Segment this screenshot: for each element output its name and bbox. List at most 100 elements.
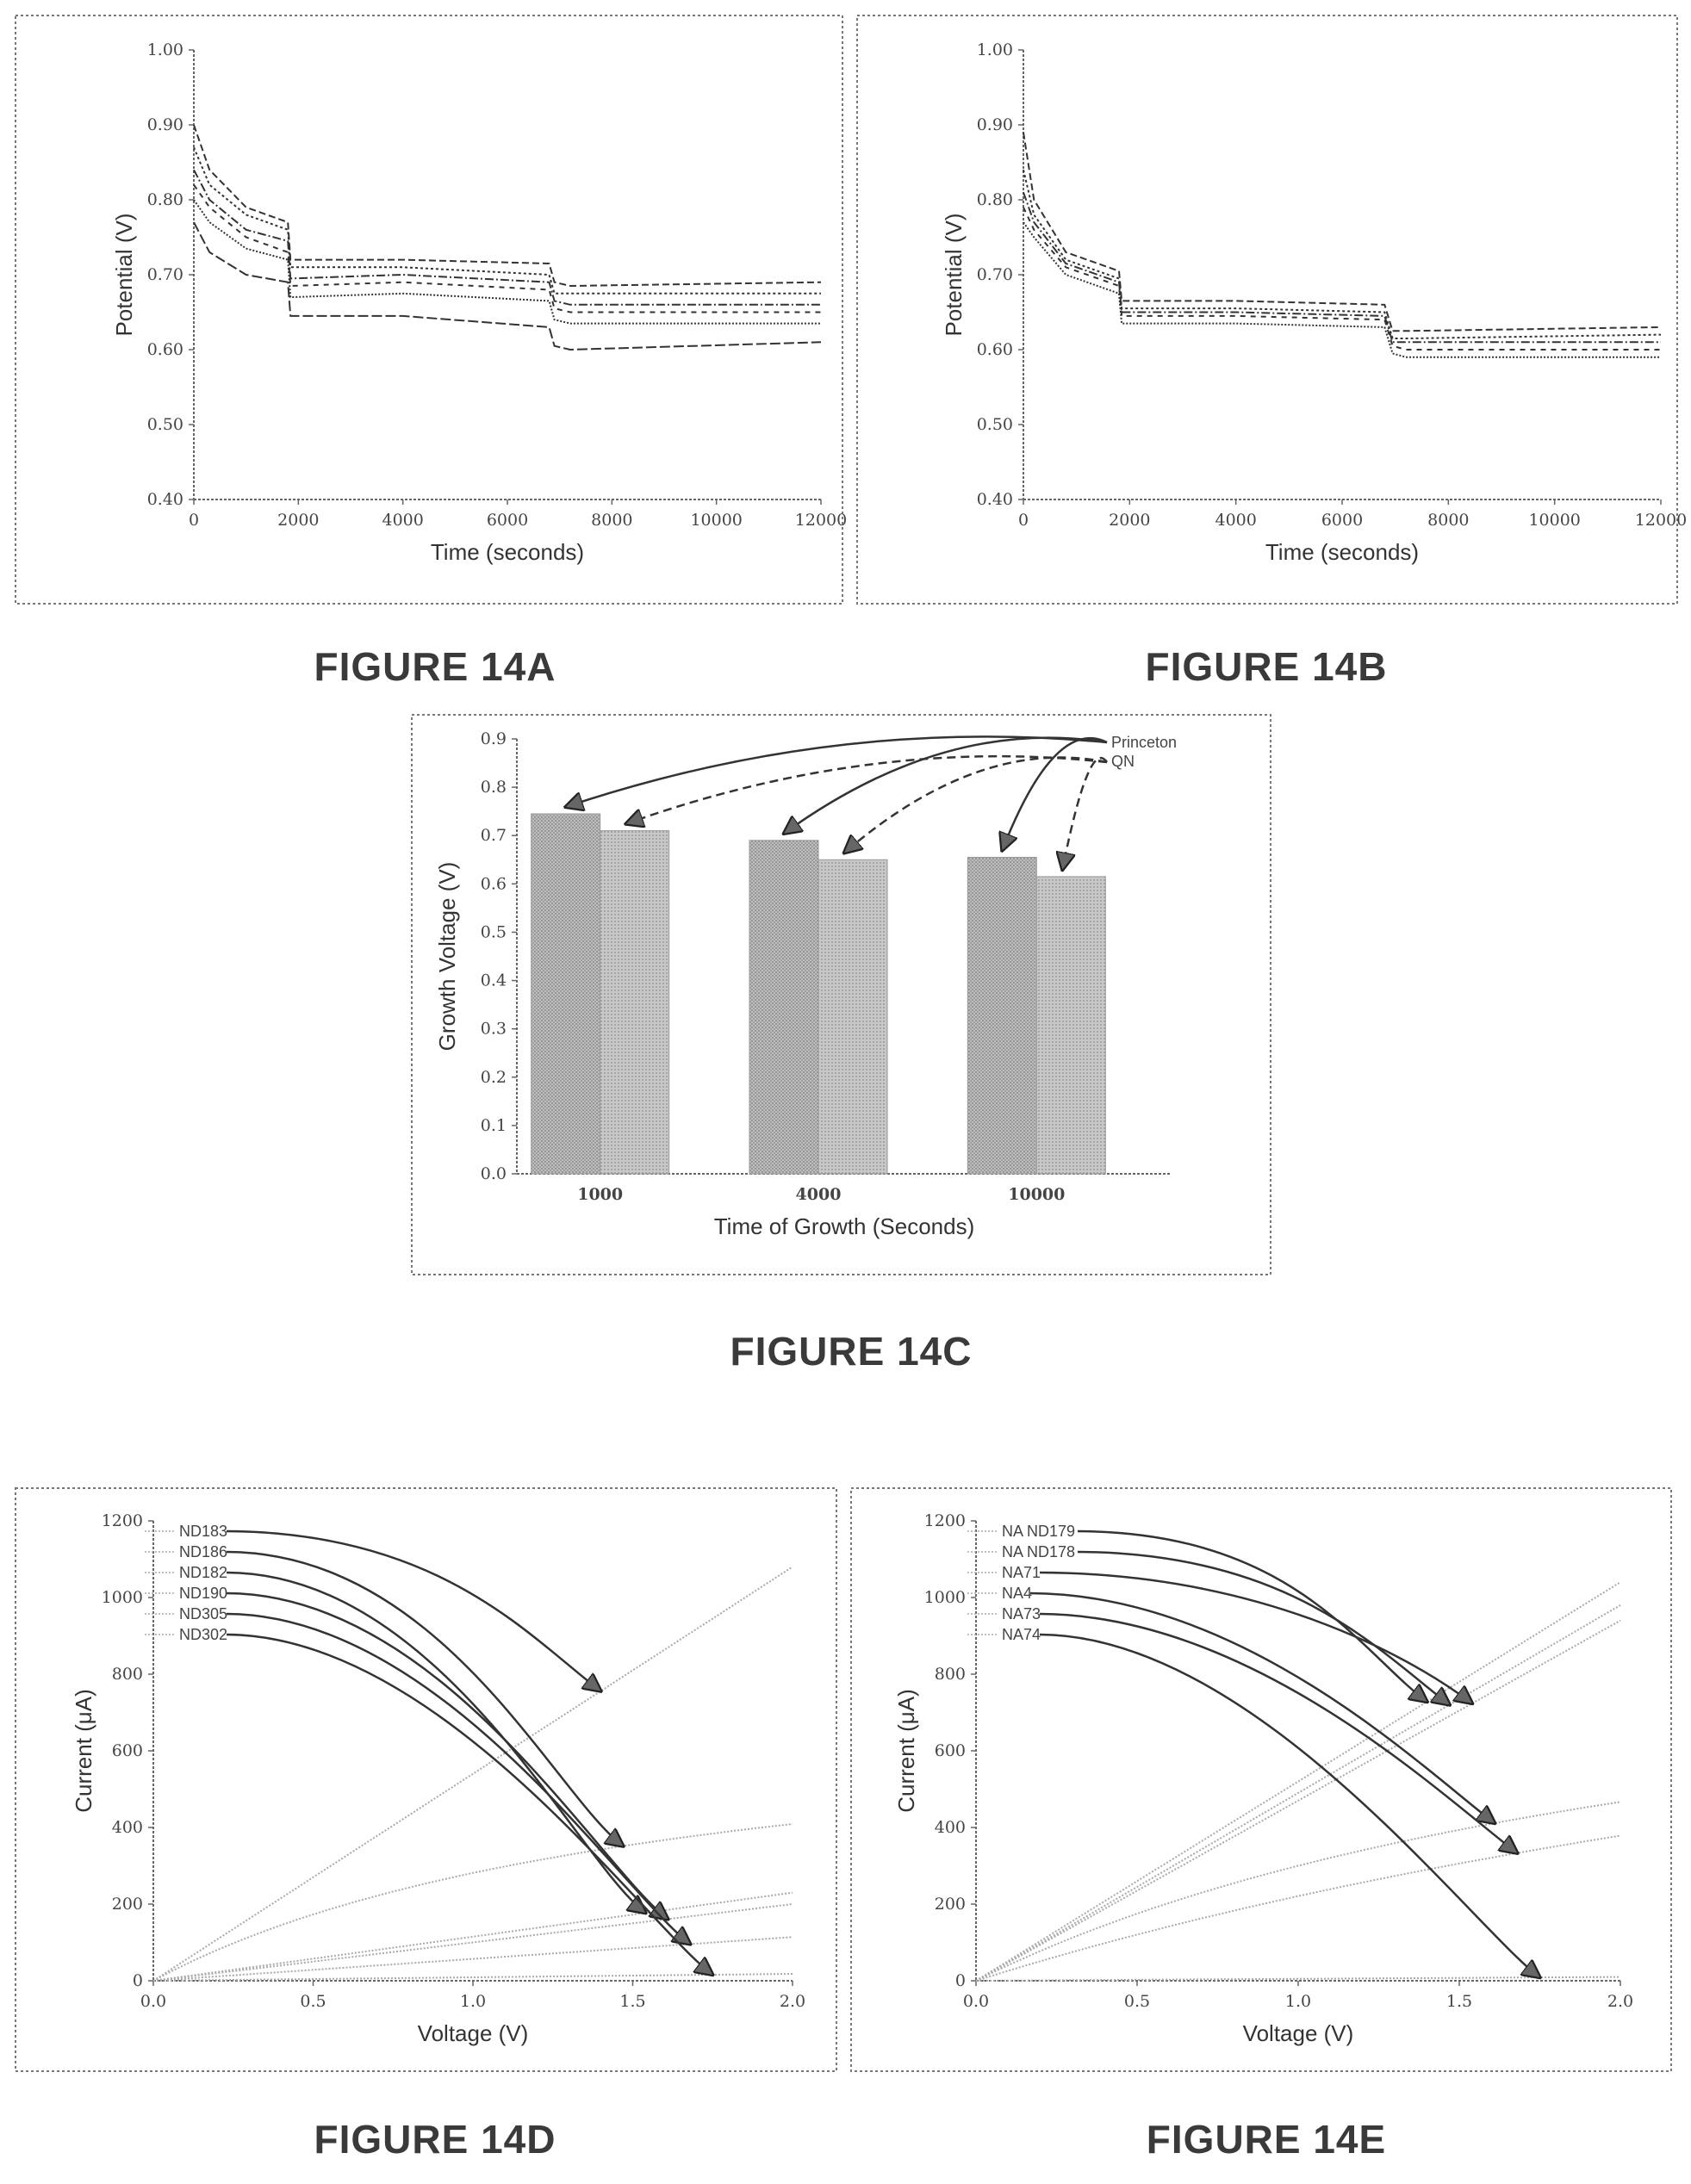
category-label: 1000 [577,1185,623,1204]
legend-arrow [1039,1612,1517,1853]
panel-14d-frame [15,1487,837,2072]
legend-arrow [784,736,1108,834]
chart-14d: 0 200 400 600 800 1000 1200 0.0 0.5 1.0 1.5 2.0 Volt… [71,1511,805,2046]
y-tick-label: 200 [935,1895,966,1914]
bar-princeton [967,856,1037,1175]
x-tick-label: 2.0 [780,1992,805,2011]
y-tick-label: 0.9 [481,729,507,748]
y-tick-label: 0.50 [147,415,183,434]
legend-arrow [226,1591,668,1919]
y-tick-label: 0.2 [481,1068,507,1087]
x-axis-label: Time of Growth (Seconds) [714,1213,974,1239]
y-tick-label: 0.50 [977,415,1013,434]
legend-arrow [1077,1550,1450,1704]
legend-qn: QN [1111,753,1135,770]
legend-label: NA ND178 [1002,1543,1075,1560]
legend-label: NA71 [1002,1564,1041,1581]
legend-arrow [626,754,1108,823]
x-tick-label: 0.0 [963,1992,989,2011]
y-tick-label: 1200 [924,1511,966,1530]
bar-qn [1035,876,1106,1175]
x-tick-label: 4000 [1215,511,1256,530]
x-tick-label: 1.0 [1285,1992,1311,2011]
y-tick-label: 0.8 [481,778,507,797]
x-tick-label: 12000 [795,511,847,530]
bar-qn [818,859,888,1175]
x-tick-label: 8000 [591,511,632,530]
chart-14e: 0 200 400 600 800 1000 1200 0.0 0.5 1.0 1.5 2.0 Volt… [893,1511,1633,2046]
y-tick-label: 0.6 [481,874,507,893]
legend-label: ND190 [179,1585,227,1602]
iv-curve [152,1891,793,1982]
legend-arrow [226,1612,690,1944]
iv-curve [975,1976,1621,1982]
x-tick-label: 2000 [1109,511,1150,530]
series-line [1023,191,1661,344]
x-tick-label: 6000 [1321,511,1363,530]
y-tick-label: 0.80 [977,190,1013,209]
caption-14e: FIGURE 14E [1147,2117,1386,2162]
x-tick-label: 10000 [690,511,742,530]
x-tick-label: 2000 [277,511,319,530]
panel-14e-frame [850,1487,1672,2072]
legend-arrow [1039,1633,1540,1977]
legend-arrow [226,1550,623,1846]
panel-14b-frame [856,15,1678,605]
legend-label: ND186 [179,1543,227,1560]
y-tick-label: 0.0 [481,1164,507,1183]
y-tick-label: 0.90 [147,115,183,134]
caption-14b: FIGURE 14B [1146,644,1388,689]
chart-14b: 0.40 0.50 0.60 0.70 0.80 0.90 1.00 0 2000 4000 600… [941,40,1687,565]
y-tick-label: 0.5 [481,922,507,941]
y-tick-label: 1200 [102,1511,143,1530]
y-tick-label: 0.7 [481,826,507,845]
y-tick-label: 1000 [102,1588,143,1607]
x-tick-label: 0 [189,511,199,530]
series-line [193,199,821,325]
y-tick-label: 0.40 [147,490,183,509]
y-axis-label: Current (μA) [893,1689,919,1813]
y-tick-label: 600 [935,1741,966,1760]
y-tick-label: 0.4 [481,971,507,990]
y-tick-label: 0.70 [147,265,183,284]
y-axis-label: Potential (V) [941,213,967,336]
x-tick-label: 0.0 [140,1992,166,2011]
y-tick-label: 0.40 [977,490,1013,509]
iv-curve [152,1973,793,1982]
bar-qn [600,830,670,1175]
y-tick-label: 0 [955,1971,966,1990]
iv-curve [975,1834,1621,1982]
legend-label: NA73 [1002,1605,1041,1622]
legend-arrow [226,1633,712,1975]
legend-arrow [1062,756,1109,870]
x-axis-label: Voltage (V) [1243,2020,1354,2046]
x-axis-label: Time (seconds) [1265,539,1419,565]
x-tick-label: 4000 [382,511,423,530]
legend-arrow [844,756,1108,853]
chart-14a: 0.40 0.50 0.60 0.70 0.80 0.90 1.00 0 2000 4000 600… [111,40,847,565]
category-label: 10000 [1008,1185,1065,1204]
legend-label: NA4 [1002,1585,1032,1602]
x-tick-label: 2.0 [1607,1992,1633,2011]
y-tick-label: 200 [112,1895,143,1914]
y-axis-label: Growth Voltage (V) [434,862,460,1052]
series-line [1023,169,1662,339]
chart-14c: 0.0 0.1 0.2 0.3 0.4 0.5 0.6 0.7 0.8 0.9 Time of Gr… [434,729,1177,1239]
legend-arrow [226,1571,645,1913]
legend-label: ND302 [179,1626,227,1643]
x-tick-label: 0.5 [1124,1992,1150,2011]
y-tick-label: 1.00 [977,40,1013,59]
y-axis-label: Current (μA) [71,1689,96,1813]
y-tick-label: 0.80 [147,190,183,209]
panel-14a-frame [15,15,843,605]
y-tick-label: 600 [112,1741,143,1760]
y-tick-label: 800 [935,1665,966,1684]
x-tick-label: 10000 [1528,511,1580,530]
x-tick-label: 0.5 [300,1992,326,2011]
iv-curve [152,1903,793,1982]
x-tick-label: 1.0 [460,1992,486,2011]
category-label: 4000 [796,1185,842,1204]
legend-arrow [1077,1529,1427,1702]
y-tick-label: 0.60 [147,340,183,359]
